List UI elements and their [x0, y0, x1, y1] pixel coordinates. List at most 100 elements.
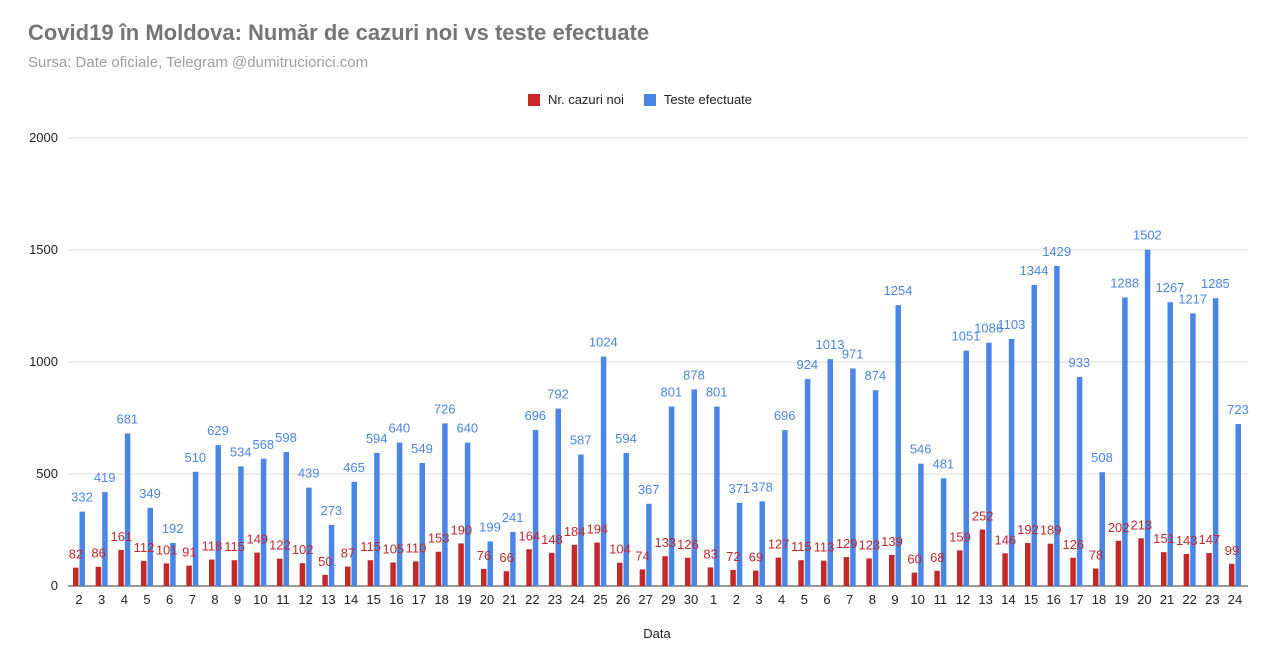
data-label-cases: 153 [428, 531, 450, 546]
chart-subtitle: Sursa: Date oficiale, Telegram @dumitruc… [28, 54, 369, 71]
bar-cases [889, 554, 895, 586]
data-label-cases: 143 [1176, 533, 1198, 548]
data-label-cases: 115 [360, 539, 381, 554]
bar-tests [1031, 284, 1037, 586]
legend-item-cases: Nr. cazuri noi [527, 92, 624, 107]
data-label-cases: 76 [477, 548, 491, 563]
bar-tests [714, 406, 720, 586]
x-tick-label: 5 [143, 592, 150, 607]
data-label-cases: 112 [134, 540, 155, 555]
data-label-tests: 801 [660, 385, 682, 400]
y-tick-label: 2000 [29, 130, 58, 145]
data-label-tests: 332 [71, 490, 93, 505]
data-label-tests: 1344 [1020, 263, 1049, 278]
x-tick-label: 19 [457, 592, 471, 607]
data-label-cases: 126 [677, 537, 699, 552]
bar-cases [1161, 552, 1167, 586]
legend-swatch-cases [527, 93, 540, 106]
data-label-cases: 190 [450, 522, 472, 537]
bar-cases [1183, 553, 1190, 586]
x-tick-label: 20 [480, 592, 494, 607]
data-label-tests: 1267 [1156, 280, 1185, 295]
data-label-cases: 104 [609, 542, 631, 557]
bar-tests [759, 501, 765, 586]
data-label-tests: 1013 [816, 337, 845, 352]
bar-tests [351, 481, 357, 586]
bar-cases [481, 568, 487, 586]
data-label-cases: 50 [318, 554, 332, 569]
data-label-tests: 568 [252, 437, 274, 452]
x-tick-label: 21 [1160, 592, 1174, 607]
bar-cases [843, 557, 850, 586]
bar-tests [623, 452, 629, 586]
data-label-tests: 1502 [1133, 228, 1162, 243]
bar-cases [277, 558, 283, 586]
bar-cases [95, 566, 102, 586]
bar-cases [1138, 538, 1144, 586]
bar-cases [1070, 557, 1076, 586]
data-label-tests: 640 [456, 421, 478, 436]
data-label-tests: 419 [94, 470, 116, 485]
x-tick-label: 16 [1046, 592, 1060, 607]
data-label-tests: 594 [615, 431, 637, 446]
data-label-cases: 102 [292, 542, 314, 557]
bar-cases [118, 549, 124, 586]
bar-tests [691, 389, 697, 586]
x-tick-label: 3 [98, 592, 105, 607]
data-label-cases: 161 [110, 529, 132, 544]
data-label-cases: 83 [703, 546, 717, 561]
x-tick-label: 24 [570, 592, 584, 607]
data-label-tests: 1024 [589, 335, 618, 350]
data-label-cases: 164 [518, 528, 540, 543]
bar-tests [736, 502, 743, 586]
data-label-tests: 439 [298, 466, 320, 481]
data-label-tests: 510 [184, 450, 206, 465]
bar-cases [254, 552, 260, 586]
x-tick-label: 25 [593, 592, 607, 607]
bar-tests [918, 463, 924, 586]
x-tick-label: 1 [710, 592, 717, 607]
bar-tests [510, 532, 516, 586]
bar-cases [979, 529, 986, 586]
x-tick-label: 6 [166, 592, 173, 607]
bar-cases [1093, 568, 1099, 586]
x-tick-label: 6 [823, 592, 830, 607]
bar-tests [487, 541, 493, 586]
bar-cases [957, 550, 963, 586]
chart-title: Covid19 în Moldova: Număr de cazuri noi … [28, 20, 650, 45]
bar-cases [390, 562, 396, 586]
x-tick-label: 16 [389, 592, 403, 607]
bar-tests [238, 466, 244, 586]
bar-cases [866, 558, 872, 586]
x-tick-label: 9 [891, 592, 898, 607]
bar-cases [413, 561, 419, 586]
x-tick-label: 24 [1228, 592, 1242, 607]
data-label-tests: 1086 [974, 321, 1003, 336]
bar-cases [209, 559, 215, 586]
x-tick-label: 23 [548, 592, 562, 607]
bar-cases [1115, 540, 1122, 586]
bar-tests [283, 452, 289, 586]
bar-tests [306, 487, 312, 586]
x-tick-label: 12 [298, 592, 312, 607]
bar-cases [775, 557, 782, 586]
data-labels: 82 332 86 419 161 681 112 349 101 192 91 510 118 629 1… [69, 228, 1249, 569]
bar-cases [1206, 553, 1212, 586]
data-label-cases: 123 [858, 537, 880, 552]
data-label-tests: 792 [547, 387, 569, 402]
bar-cases [730, 569, 736, 586]
data-label-tests: 549 [411, 441, 433, 456]
data-label-cases: 139 [881, 534, 903, 549]
data-label-cases: 66 [499, 550, 513, 565]
bar-cases [73, 567, 79, 586]
data-label-tests: 681 [116, 411, 138, 426]
bar-cases [662, 556, 668, 586]
data-label-tests: 874 [864, 368, 886, 383]
data-label-tests: 629 [207, 423, 229, 438]
bar-tests [1076, 377, 1083, 586]
bar-tests [192, 471, 199, 586]
data-label-tests: 241 [502, 510, 524, 525]
data-label-tests: 723 [1227, 402, 1249, 417]
bar-cases [503, 571, 510, 586]
y-tick-label: 1500 [29, 242, 58, 257]
